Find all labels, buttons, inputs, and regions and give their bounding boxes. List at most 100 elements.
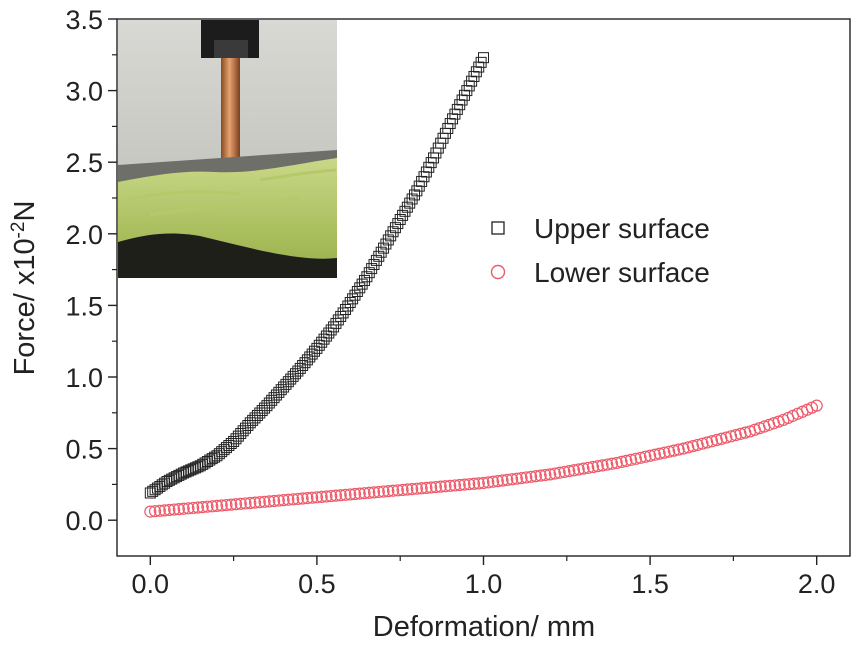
data-point-lower [467,477,481,490]
data-point-lower [396,483,409,497]
data-point-lower [439,480,452,493]
y-tick-label: 2.5 [65,148,103,178]
y-axis-ticks: 0.0 0.5 1.0 1.5 2.0 2.5 3.0 3.5 [65,5,117,536]
data-point-lower [472,477,485,490]
data-point-lower [415,482,428,495]
data-point-lower [196,501,209,514]
data-point-lower [705,435,719,448]
data-point-lower [306,491,319,504]
data-point-lower [724,430,738,443]
data-point-lower [653,447,666,460]
data-point-lower [163,503,176,517]
data-point-lower [563,465,576,478]
data-point-lower [239,497,252,510]
data-point-lower [187,501,200,515]
data-point-lower [272,494,285,507]
data-point-lower [325,489,338,503]
series-upper-surface [144,52,489,499]
data-point-lower [386,484,400,497]
data-point-lower [582,461,595,474]
y-tick-label: 3.5 [65,5,103,35]
data-point-lower [453,478,466,492]
x-axis-ticks: 0.0 0.5 1.0 1.5 2.0 [132,556,835,599]
data-point-lower [287,493,300,506]
data-point-lower [720,431,733,444]
data-point-lower [610,456,623,470]
data-point-lower [444,479,457,492]
data-point-lower [710,433,723,447]
series-lower-surface [144,399,823,518]
data-point-lower [672,443,685,456]
data-point-lower [339,488,352,501]
y-tick-label: 1.5 [65,291,103,321]
data-point-lower [629,452,642,465]
data-point-lower [329,489,343,502]
y-tick-label: 2.0 [65,220,103,250]
data-point-lower [544,468,557,481]
data-point-lower [210,499,224,512]
data-point-lower [729,428,742,442]
legend-label-lower: Lower surface [534,257,710,288]
data-point-lower [291,492,304,506]
data-point-lower [601,458,614,471]
data-point-lower [529,470,542,483]
data-point-lower [168,503,181,516]
legend-marker-upper [491,221,505,235]
data-point-lower [301,492,314,505]
data-point-lower [496,474,509,487]
data-point-lower [344,488,357,501]
data-point-lower [277,494,290,507]
x-axis-title: Deformation/ mm [373,611,595,641]
legend-label-upper: Upper surface [534,213,710,244]
data-point-lower [410,482,423,495]
data-point-lower [639,450,652,463]
data-point-lower [225,498,238,511]
data-point-lower [682,441,695,454]
data-point-lower [348,487,362,501]
data-point-lower [658,446,671,459]
data-point-lower [648,448,661,461]
data-point-lower [810,399,823,412]
data-point-lower [667,444,680,457]
data-point-lower [591,460,604,473]
data-point-lower [505,473,519,486]
data-point-lower [353,487,366,500]
data-point-lower [624,453,638,466]
data-point-lower [372,485,385,499]
data-point-lower [463,478,476,491]
data-point-lower [510,472,523,485]
data-point-lower [515,471,528,485]
data-point-lower [524,470,538,483]
data-point-lower [406,483,419,496]
data-point-lower [572,463,585,476]
data-point-lower [367,486,381,499]
data-point-lower [686,440,700,453]
data-point-lower [429,480,443,494]
data-point-lower [334,489,347,502]
data-point-lower [315,490,328,503]
data-point-lower [553,466,566,479]
data-point-lower [172,503,185,516]
data-point-lower [267,494,281,508]
data-point-lower [158,504,171,517]
data-point-lower [206,500,219,513]
data-point-lower [491,475,504,488]
data-point-lower [696,437,709,450]
data-point-lower [615,455,628,468]
data-point-lower [596,459,609,472]
data-point-lower [634,451,647,464]
y-axis-title: Force/ x10-2N [8,201,41,376]
data-point-lower [401,483,414,496]
y-tick-label: 0.5 [65,435,103,465]
data-point-lower [677,442,690,455]
data-point-lower [477,476,490,490]
y-axis-title-exponent: -2 [8,222,29,239]
data-point-lower [501,473,514,486]
data-point-lower [448,479,462,492]
data-point-lower [567,464,581,477]
data-point-lower [377,485,390,498]
data-point-lower [358,487,371,500]
legend-marker-lower [490,264,506,280]
